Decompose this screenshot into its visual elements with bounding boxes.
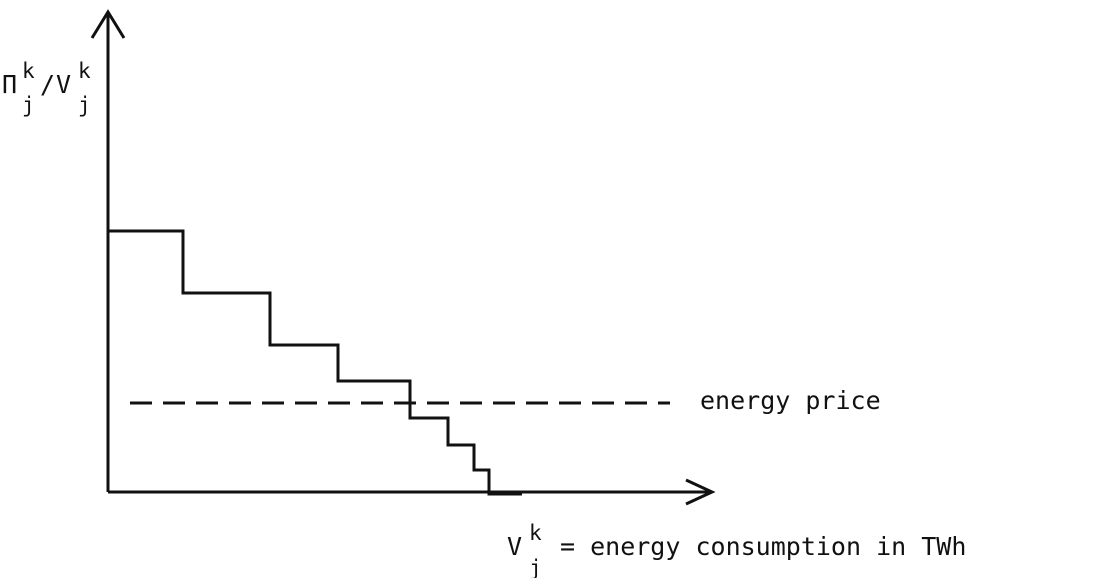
x-label-v: V bbox=[507, 532, 522, 561]
y-label-v-sub: j bbox=[78, 93, 91, 117]
y-label-pi-sup: k bbox=[22, 59, 35, 83]
x-axis-arrowhead bbox=[685, 478, 716, 506]
x-label-v-sub: j bbox=[529, 556, 542, 578]
x-label-v-sup: k bbox=[529, 521, 542, 545]
y-label-pi: Π bbox=[2, 70, 17, 99]
y-label-v: V bbox=[56, 70, 71, 99]
y-axis-arrowhead bbox=[90, 9, 126, 39]
energy-price-label: energy price bbox=[700, 386, 881, 415]
step-curve bbox=[108, 229, 522, 496]
x-axis-label: V k j = energy consumption in TWh bbox=[507, 521, 966, 578]
y-label-slash: / bbox=[40, 70, 55, 99]
y-label-v-sup: k bbox=[78, 59, 91, 83]
y-label-pi-sub: j bbox=[22, 93, 35, 117]
y-axis-label: Π k j / V k j bbox=[2, 59, 91, 117]
x-label-text: = energy consumption in TWh bbox=[560, 532, 966, 561]
